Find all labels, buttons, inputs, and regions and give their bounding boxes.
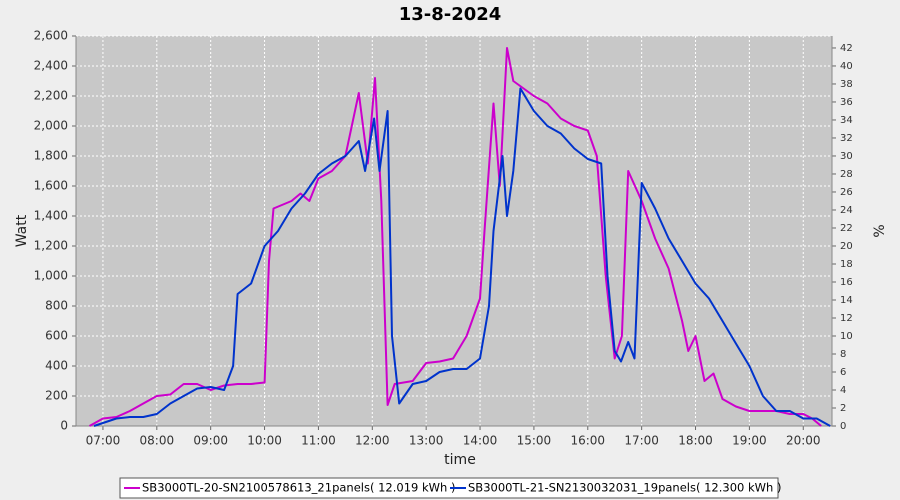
y-tick-label: 1,800: [34, 149, 68, 163]
x-axis-label: time: [444, 452, 476, 468]
legend-box: [119, 477, 779, 499]
y2-tick-label: 24: [840, 205, 853, 216]
y-tick-label: 200: [45, 389, 68, 403]
y2-tick-label: 2: [840, 403, 846, 414]
x-tick-label: 20:00: [786, 434, 821, 448]
x-tick-label: 07:00: [86, 434, 121, 448]
y2-tick-label: 4: [840, 385, 846, 396]
legend-label: SB3000TL-21-SN2130032031_19panels( 12.30…: [468, 481, 781, 495]
x-tick-label: 19:00: [732, 434, 767, 448]
y-tick-label: 400: [45, 359, 68, 373]
y2-tick-label: 40: [840, 61, 853, 72]
x-tick-label: 18:00: [678, 434, 713, 448]
y2-tick-label: 10: [840, 331, 853, 342]
y2-tick-label: 12: [840, 313, 853, 324]
y-tick-label: 0: [60, 419, 68, 433]
y-tick-label: 1,400: [34, 209, 68, 223]
y2-tick-label: 18: [840, 259, 853, 270]
y2-tick-label: 28: [840, 169, 853, 180]
legend-label: SB3000TL-20-SN2100578613_21panels( 12.01…: [142, 481, 455, 495]
y-tick-label: 2,200: [34, 89, 68, 103]
y-tick-label: 600: [45, 329, 68, 343]
x-tick-label: 11:00: [301, 434, 336, 448]
y2-tick-label: 0: [840, 421, 846, 432]
y2-tick-label: 32: [840, 133, 853, 144]
y-tick-label: 2,600: [34, 29, 68, 43]
x-tick-label: 12:00: [355, 434, 390, 448]
y2-tick-label: 8: [840, 349, 846, 360]
x-tick-label: 10:00: [247, 434, 282, 448]
y2-tick-label: 16: [840, 277, 853, 288]
y2-tick-label: 20: [840, 241, 853, 252]
y2-tick-label: 38: [840, 79, 853, 90]
plot-area: [76, 36, 832, 426]
y-tick-label: 1,200: [34, 239, 68, 253]
x-tick-label: 17:00: [624, 434, 659, 448]
chart-title: 13-8-2024: [399, 4, 502, 25]
y-axis-label: Watt: [14, 214, 30, 247]
x-tick-label: 14:00: [463, 434, 498, 448]
y-tick-label: 800: [45, 299, 68, 313]
y2-tick-label: 36: [840, 97, 853, 108]
y2-axis-label: %: [872, 224, 888, 237]
x-tick-label: 08:00: [140, 434, 175, 448]
y2-tick-label: 26: [840, 187, 853, 198]
x-tick-label: 13:00: [409, 434, 444, 448]
y2-tick-label: 42: [840, 43, 853, 54]
y-tick-label: 1,000: [34, 269, 68, 283]
y2-tick-label: 14: [840, 295, 853, 306]
y2-tick-label: 6: [840, 367, 846, 378]
y2-tick-label: 22: [840, 223, 853, 234]
y-tick-label: 2,000: [34, 119, 68, 133]
x-tick-label: 09:00: [193, 434, 228, 448]
y-tick-label: 2,400: [34, 59, 68, 73]
series-line: [93, 87, 831, 427]
x-tick-label: 16:00: [570, 434, 605, 448]
y2-tick-label: 34: [840, 115, 853, 126]
y2-tick-label: 30: [840, 151, 853, 162]
series-line: [89, 47, 822, 427]
y-tick-label: 1,600: [34, 179, 68, 193]
x-tick-label: 15:00: [517, 434, 552, 448]
